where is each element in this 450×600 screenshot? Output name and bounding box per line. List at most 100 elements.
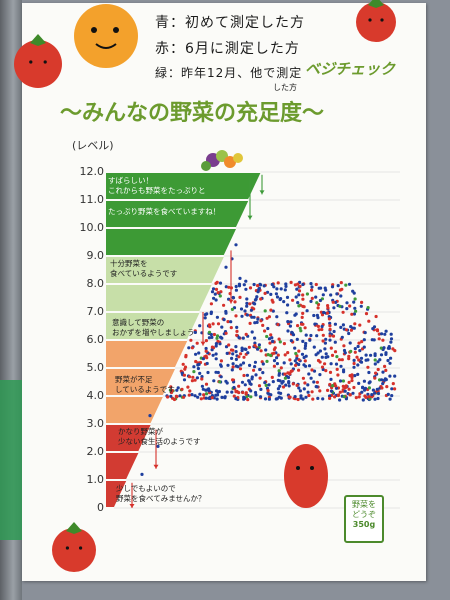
level-tick-label: 5.0: [86, 361, 105, 374]
measurement-dot: [231, 352, 235, 356]
measurement-dot: [295, 383, 299, 387]
measurement-dot: [353, 350, 357, 354]
measurement-dot: [218, 281, 223, 285]
level-tick-label: 8.0: [86, 277, 105, 290]
measurement-dot: [253, 360, 257, 364]
measurement-dot: [286, 329, 290, 333]
measurement-dot: [324, 352, 328, 356]
measurement-dot: [335, 355, 339, 359]
measurement-dot: [291, 298, 295, 302]
measurement-dot: [302, 355, 306, 360]
measurement-dot: [323, 341, 327, 345]
measurement-dot: [320, 327, 324, 332]
measurement-dot: [307, 364, 312, 368]
measurement-dot: [305, 292, 309, 296]
change-arrow-head: [129, 504, 135, 508]
measurement-dot: [386, 358, 390, 363]
measurement-dot: [334, 362, 339, 366]
measurement-dot: [368, 380, 372, 384]
change-arrow-head: [228, 299, 234, 304]
measurement-dot: [339, 325, 343, 329]
measurement-dot: [256, 317, 260, 321]
measurement-dot: [380, 378, 384, 382]
measurement-dot: [288, 395, 292, 399]
measurement-dot: [353, 347, 357, 351]
measurement-dot: [244, 347, 248, 351]
measurement-dot: [258, 376, 262, 380]
measurement-dot: [278, 384, 282, 388]
measurement-dot: [343, 389, 347, 393]
measurement-dot: [267, 383, 271, 387]
measurement-dot: [242, 283, 246, 287]
measurement-dot: [344, 328, 348, 332]
measurement-dot: [278, 379, 282, 383]
measurement-dot: [306, 390, 310, 394]
measurement-dot: [240, 380, 245, 384]
measurement-dot: [181, 362, 185, 366]
measurement-dot: [309, 333, 313, 338]
measurement-dot: [225, 351, 229, 355]
measurement-dot: [234, 314, 238, 318]
measurement-dot: [267, 315, 271, 319]
measurement-dot: [249, 308, 253, 312]
measurement-dot: [296, 282, 300, 286]
measurement-dot: [200, 384, 204, 388]
measurement-dot: [328, 334, 332, 338]
measurement-dot: [140, 472, 144, 476]
measurement-dot: [265, 359, 269, 363]
poster: [22, 3, 426, 581]
measurement-dot: [252, 282, 256, 287]
measurement-dot: [233, 300, 237, 304]
measurement-dot: [214, 298, 218, 302]
measurement-dot: [326, 388, 330, 392]
measurement-dot: [377, 337, 381, 341]
measurement-dot: [297, 289, 302, 293]
measurement-dot: [231, 365, 235, 369]
vegetable-illustration: [201, 161, 211, 171]
measurement-dot: [253, 341, 257, 345]
measurement-dot: [214, 344, 218, 348]
measurement-dot: [244, 279, 248, 283]
tomato-slice-eye: [296, 466, 300, 470]
measurement-dot: [339, 364, 343, 368]
measurement-dot: [256, 284, 260, 288]
measurement-dot: [190, 393, 194, 397]
measurement-dot: [263, 329, 267, 333]
stamp-line-2: どうぞ: [352, 510, 376, 519]
measurement-dot: [331, 300, 335, 304]
measurement-dot: [374, 371, 378, 375]
measurement-dot: [357, 341, 361, 345]
measurement-dot: [309, 282, 313, 286]
measurement-dot: [329, 362, 333, 366]
measurement-dot: [327, 315, 331, 319]
measurement-dot: [197, 351, 201, 355]
measurement-dot: [290, 330, 294, 334]
measurement-dot: [327, 317, 331, 321]
measurement-dot: [318, 389, 322, 393]
green-cabinet: [0, 380, 22, 540]
measurement-dot: [336, 373, 340, 377]
measurement-dot: [284, 282, 288, 286]
measurement-dot: [211, 353, 215, 357]
measurement-dot: [320, 365, 325, 369]
funnel-band: [106, 173, 261, 199]
measurement-dot: [378, 358, 382, 362]
measurement-dot: [246, 351, 250, 355]
measurement-dot: [350, 379, 354, 383]
measurement-dot: [239, 307, 244, 311]
measurement-dot: [241, 361, 246, 365]
measurement-dot: [252, 315, 256, 319]
tomato-sticker-eye: [380, 18, 384, 22]
measurement-dot: [234, 397, 238, 401]
measurement-dot: [328, 324, 332, 328]
measurement-dot: [295, 356, 299, 360]
measurement-dot: [300, 315, 304, 319]
measurement-dot: [352, 300, 356, 304]
measurement-dot: [375, 387, 379, 391]
level-tick-label: 11.0: [79, 193, 105, 206]
measurement-dot: [234, 345, 238, 349]
measurement-dot: [224, 309, 228, 314]
measurement-dot: [350, 375, 354, 380]
measurement-dot: [261, 371, 265, 375]
funnel-band: [106, 257, 224, 283]
